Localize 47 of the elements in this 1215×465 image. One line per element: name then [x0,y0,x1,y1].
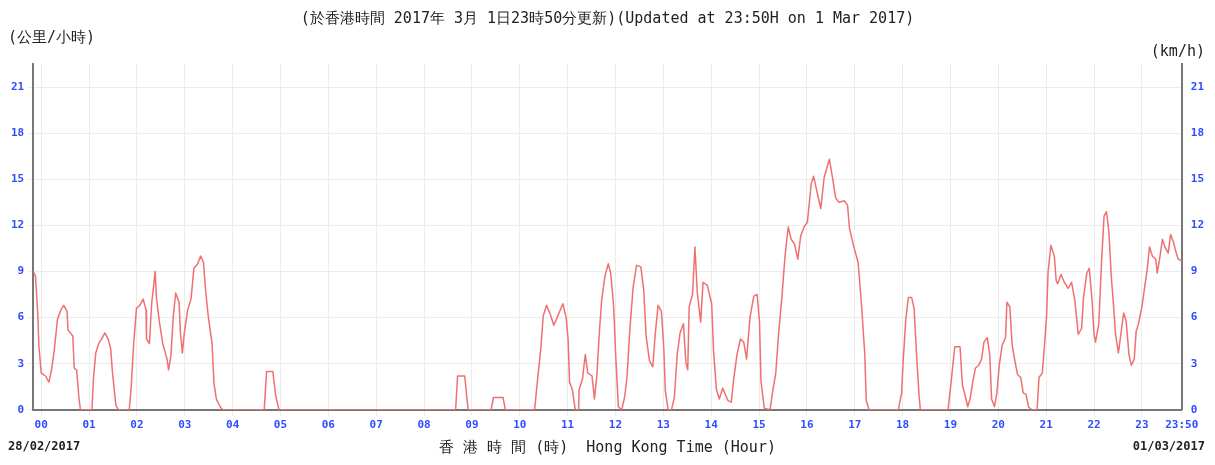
text: 28/02/2017 [8,439,81,454]
chart-title: (於香港時間 2017年 3月 1日23時50分更新)(Updated at 23:50H on 1 Mar 2017) [300,8,915,27]
x-tick-label: 21 [1039,418,1054,432]
x-tick-label: 09 [465,418,479,432]
x-tick-label: 13 [656,418,670,432]
x-tick-label: 00 [34,418,48,432]
y2-tick-label: 3 [1190,356,1198,370]
text: 01/03/2017 [1132,439,1205,454]
x-tick-label: 14 [704,418,719,432]
x-tick-label: 06 [321,418,336,432]
y2-tick-label: 12 [1190,218,1204,232]
y2-tick-label: 15 [1190,172,1204,186]
y2-tick-label: 0 [1190,402,1198,416]
x-tick-label: 11 [561,418,575,432]
y2-tick-label: 18 [1190,126,1204,140]
x-tick-label: 20 [991,418,1005,432]
x-tick-label: 07 [369,418,383,432]
y2-tick-label: 6 [1190,310,1198,324]
y2-tick-label: 9 [1190,264,1198,278]
y-tick-label: 12 [11,218,25,232]
y-tick-label: 9 [17,264,25,278]
x-tick-label: 01 [82,418,97,432]
x-tick-label: 04 [226,418,240,432]
x-tick-label: 19 [943,418,958,432]
y-tick-label: 21 [11,79,25,93]
x-tick-label: 08 [417,418,431,432]
x-tick-label: 18 [895,418,910,432]
y2-tick-label: 21 [1190,79,1205,93]
x-tick-label: 03 [178,418,192,432]
x-tick-label: 23:50 [1165,418,1199,432]
y-tick-label: 0 [17,402,25,416]
x-tick-label: 16 [800,418,814,432]
x-tick-label: 23 [1135,418,1149,432]
y2-axis-title: (km/h) [1150,42,1205,61]
x-tick-label: 22 [1087,418,1101,432]
x-tick-label: 02 [130,418,144,432]
y-tick-label: 3 [17,356,25,370]
x-tick-label: 12 [608,418,623,432]
y-tick-label: 15 [11,172,25,186]
y-axis-title: (公里/小時) [8,28,96,47]
x-tick-label: 05 [273,418,288,432]
x-tick-label: 17 [848,418,862,432]
y-tick-label: 18 [11,126,25,140]
x-axis-title: 香 港 時 間 (時) Hong Kong Time (Hour) [439,437,776,456]
y-tick-label: 6 [17,310,25,324]
x-tick-label: 15 [752,418,766,432]
x-tick-label: 10 [513,418,527,432]
